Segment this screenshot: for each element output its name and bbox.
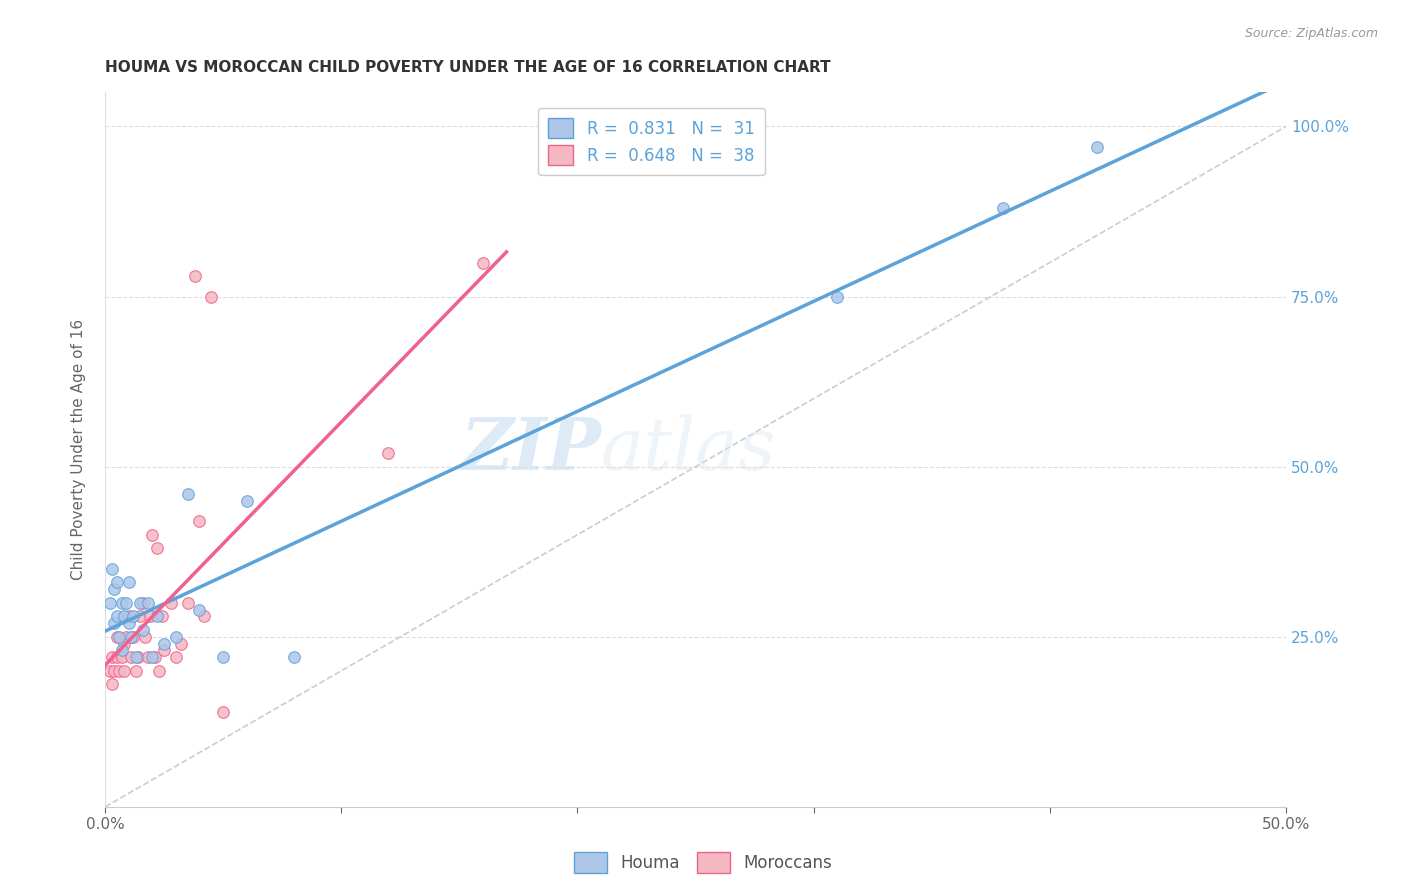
Point — [176, 596, 198, 610]
Point — [112, 664, 135, 678]
Point — [120, 630, 142, 644]
Point — [141, 650, 163, 665]
Point — [184, 269, 207, 284]
Point — [146, 541, 169, 556]
Point — [212, 705, 235, 719]
Point — [98, 596, 121, 610]
Point — [112, 637, 135, 651]
Point — [146, 609, 169, 624]
Legend: R =  0.831   N =  31, R =  0.648   N =  38: R = 0.831 N = 31, R = 0.648 N = 38 — [538, 108, 765, 175]
Text: HOUMA VS MOROCCAN CHILD POVERTY UNDER THE AGE OF 16 CORRELATION CHART: HOUMA VS MOROCCAN CHILD POVERTY UNDER TH… — [105, 60, 831, 75]
Point — [108, 630, 131, 644]
Point — [129, 609, 152, 624]
Point — [110, 643, 132, 657]
Point — [127, 650, 149, 665]
Point — [160, 596, 183, 610]
Point — [112, 609, 135, 624]
Point — [141, 528, 163, 542]
Text: Source: ZipAtlas.com: Source: ZipAtlas.com — [1244, 27, 1378, 40]
Point — [105, 650, 128, 665]
Point — [377, 446, 399, 460]
Point — [103, 616, 125, 631]
Text: ZIP: ZIP — [460, 414, 600, 485]
Point — [110, 650, 132, 665]
Point — [143, 650, 166, 665]
Point — [98, 664, 121, 678]
Point — [122, 630, 145, 644]
Point — [148, 664, 170, 678]
Point — [117, 609, 139, 624]
Point — [136, 596, 159, 610]
Point — [129, 596, 152, 610]
Point — [471, 255, 494, 269]
Point — [115, 596, 138, 610]
Point — [132, 623, 155, 637]
Point — [103, 582, 125, 597]
Point — [169, 637, 191, 651]
Point — [122, 609, 145, 624]
Point — [134, 630, 156, 644]
Point — [103, 664, 125, 678]
Point — [235, 493, 257, 508]
Point — [136, 650, 159, 665]
Point — [193, 609, 215, 624]
Point — [101, 562, 124, 576]
Point — [165, 630, 187, 644]
Point — [105, 630, 128, 644]
Legend: Houma, Moroccans: Houma, Moroccans — [567, 846, 839, 880]
Point — [150, 609, 173, 624]
Point — [200, 290, 222, 304]
Point — [139, 609, 162, 624]
Point — [283, 650, 305, 665]
Point — [108, 664, 131, 678]
Point — [132, 596, 155, 610]
Point — [125, 650, 148, 665]
Point — [117, 575, 139, 590]
Text: atlas: atlas — [600, 415, 776, 485]
Point — [105, 575, 128, 590]
Point — [1085, 140, 1108, 154]
Point — [165, 650, 187, 665]
Point — [117, 616, 139, 631]
Point — [120, 650, 142, 665]
Point — [176, 487, 198, 501]
Point — [212, 650, 235, 665]
Point — [188, 514, 211, 528]
Point — [825, 290, 848, 304]
Point — [125, 664, 148, 678]
Point — [153, 643, 176, 657]
Point — [153, 637, 176, 651]
Point — [101, 677, 124, 691]
Point — [110, 596, 132, 610]
Point — [101, 650, 124, 665]
Point — [105, 609, 128, 624]
Point — [115, 630, 138, 644]
Point — [991, 201, 1014, 215]
Point — [188, 602, 211, 616]
Y-axis label: Child Poverty Under the Age of 16: Child Poverty Under the Age of 16 — [72, 319, 86, 581]
